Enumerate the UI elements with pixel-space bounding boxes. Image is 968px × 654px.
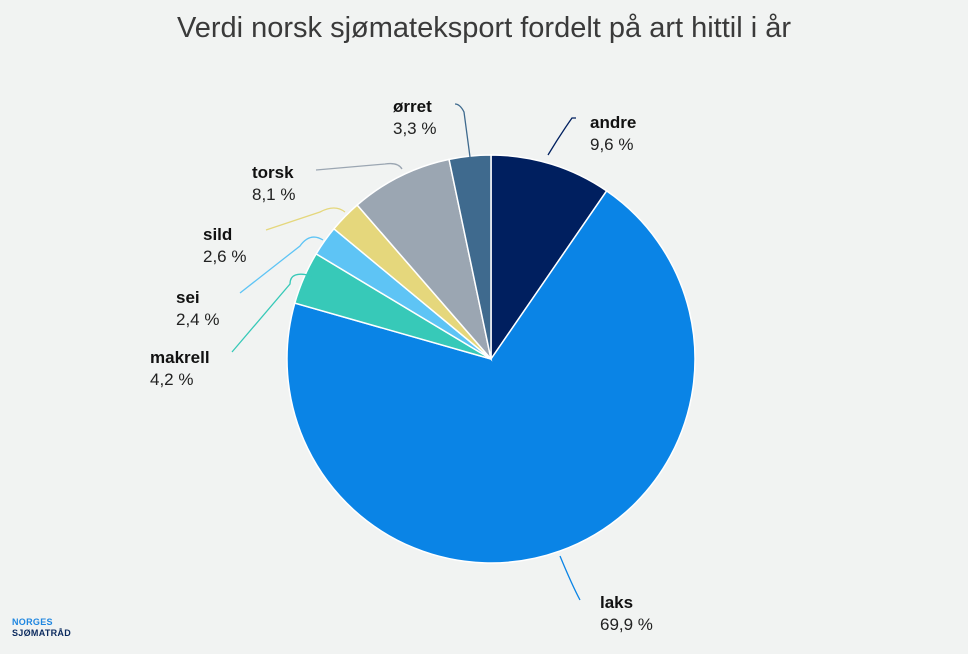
- logo-line-1: NORGES: [12, 617, 53, 627]
- slice-label-sild: sild: [203, 225, 232, 244]
- leader-line-sei: [239, 236, 324, 294]
- pie-slice-andre: [490, 154, 608, 362]
- leader-line-sild: [265, 207, 346, 231]
- leader-line-makrell: [231, 273, 313, 353]
- slice-label-sei: sei: [176, 288, 200, 307]
- slice-label-andre: andre: [590, 113, 636, 132]
- logo-line-2: SJØMATRÅD: [12, 628, 72, 638]
- slice-value-laks: 69,9 %: [600, 615, 653, 634]
- slice-label-ørret: ørret: [393, 97, 432, 116]
- slice-value-sei: 2,4 %: [176, 310, 219, 329]
- slice-value-torsk: 8,1 %: [252, 185, 295, 204]
- leader-line-andre: [547, 117, 576, 156]
- slice-value-makrell: 4,2 %: [150, 370, 193, 389]
- leader-line-ørret: [454, 103, 471, 158]
- leader-line-torsk: [315, 162, 403, 171]
- slice-label-laks: laks: [600, 593, 633, 612]
- norges-sjomatrad-logo: NORGES SJØMATRÅD: [12, 617, 71, 639]
- slice-value-sild: 2,6 %: [203, 247, 246, 266]
- leader-line-laks: [559, 555, 581, 601]
- slice-value-ørret: 3,3 %: [393, 119, 436, 138]
- pie-slice-laks: [286, 189, 696, 564]
- pie-slice-torsk: [356, 158, 493, 362]
- slice-label-makrell: makrell: [150, 348, 210, 367]
- chart-title: Verdi norsk sjømateksport fordelt på art…: [176, 12, 792, 44]
- slice-label-torsk: torsk: [252, 163, 294, 182]
- slice-value-andre: 9,6 %: [590, 135, 633, 154]
